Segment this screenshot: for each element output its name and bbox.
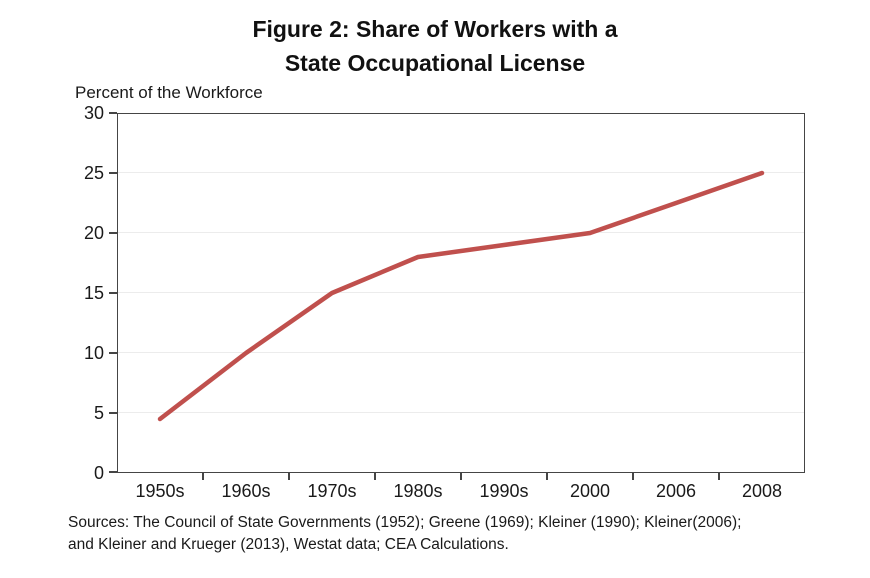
x-tick-label-1950s: 1950s — [135, 481, 185, 501]
gridline-10 — [117, 352, 805, 353]
y-tick-mark — [109, 112, 117, 114]
x-tick-mark — [632, 473, 634, 480]
chart-title-line1: Figure 2: Share of Workers with a — [252, 16, 618, 42]
x-tick-mark — [202, 473, 204, 480]
gridline-25 — [117, 172, 805, 173]
y-axis-title: Percent of the Workforce — [75, 83, 263, 102]
x-tick-mark — [718, 473, 720, 480]
y-tick-label-30: 30 — [83, 103, 104, 123]
x-tick-mark — [288, 473, 290, 480]
gridline-15 — [117, 292, 805, 293]
sources-note-line1: Sources: The Council of State Government… — [68, 514, 742, 531]
y-tick-mark — [109, 412, 117, 414]
gridline-20 — [117, 232, 805, 233]
y-tick-label-20: 20 — [83, 223, 104, 243]
x-tick-mark — [546, 473, 548, 480]
y-tick-label-5: 5 — [93, 403, 104, 423]
y-tick-label-25: 25 — [83, 163, 104, 183]
x-tick-label-2006: 2006 — [655, 481, 697, 501]
y-tick-label-15: 15 — [83, 283, 104, 303]
x-tick-label-1980s: 1980s — [393, 481, 443, 501]
chart-title: Figure 2: Share of Workers with a State … — [0, 12, 870, 80]
x-tick-label-1970s: 1970s — [307, 481, 357, 501]
x-tick-mark — [374, 473, 376, 480]
y-tick-label-0: 0 — [93, 463, 104, 483]
x-tick-label-2000: 2000 — [569, 481, 611, 501]
y-tick-mark — [109, 352, 117, 354]
y-tick-mark — [109, 172, 117, 174]
y-tick-mark — [109, 471, 117, 473]
x-tick-label-1960s: 1960s — [221, 481, 271, 501]
y-tick-mark — [109, 232, 117, 234]
plot-area — [117, 113, 805, 473]
gridline-5 — [117, 412, 805, 413]
x-tick-label-1990s: 1990s — [479, 481, 529, 501]
chart-title-line2: State Occupational License — [284, 50, 586, 76]
line-series-svg — [157, 170, 765, 422]
x-tick-label-2008: 2008 — [741, 481, 783, 501]
y-tick-mark — [109, 292, 117, 294]
license-share-line — [157, 170, 765, 422]
sources-note-line2: and Kleiner and Krueger (2013), Westat d… — [68, 536, 509, 553]
x-tick-mark — [460, 473, 462, 480]
y-tick-label-10: 10 — [83, 343, 104, 363]
sources-note: Sources: The Council of State Government… — [68, 512, 741, 556]
